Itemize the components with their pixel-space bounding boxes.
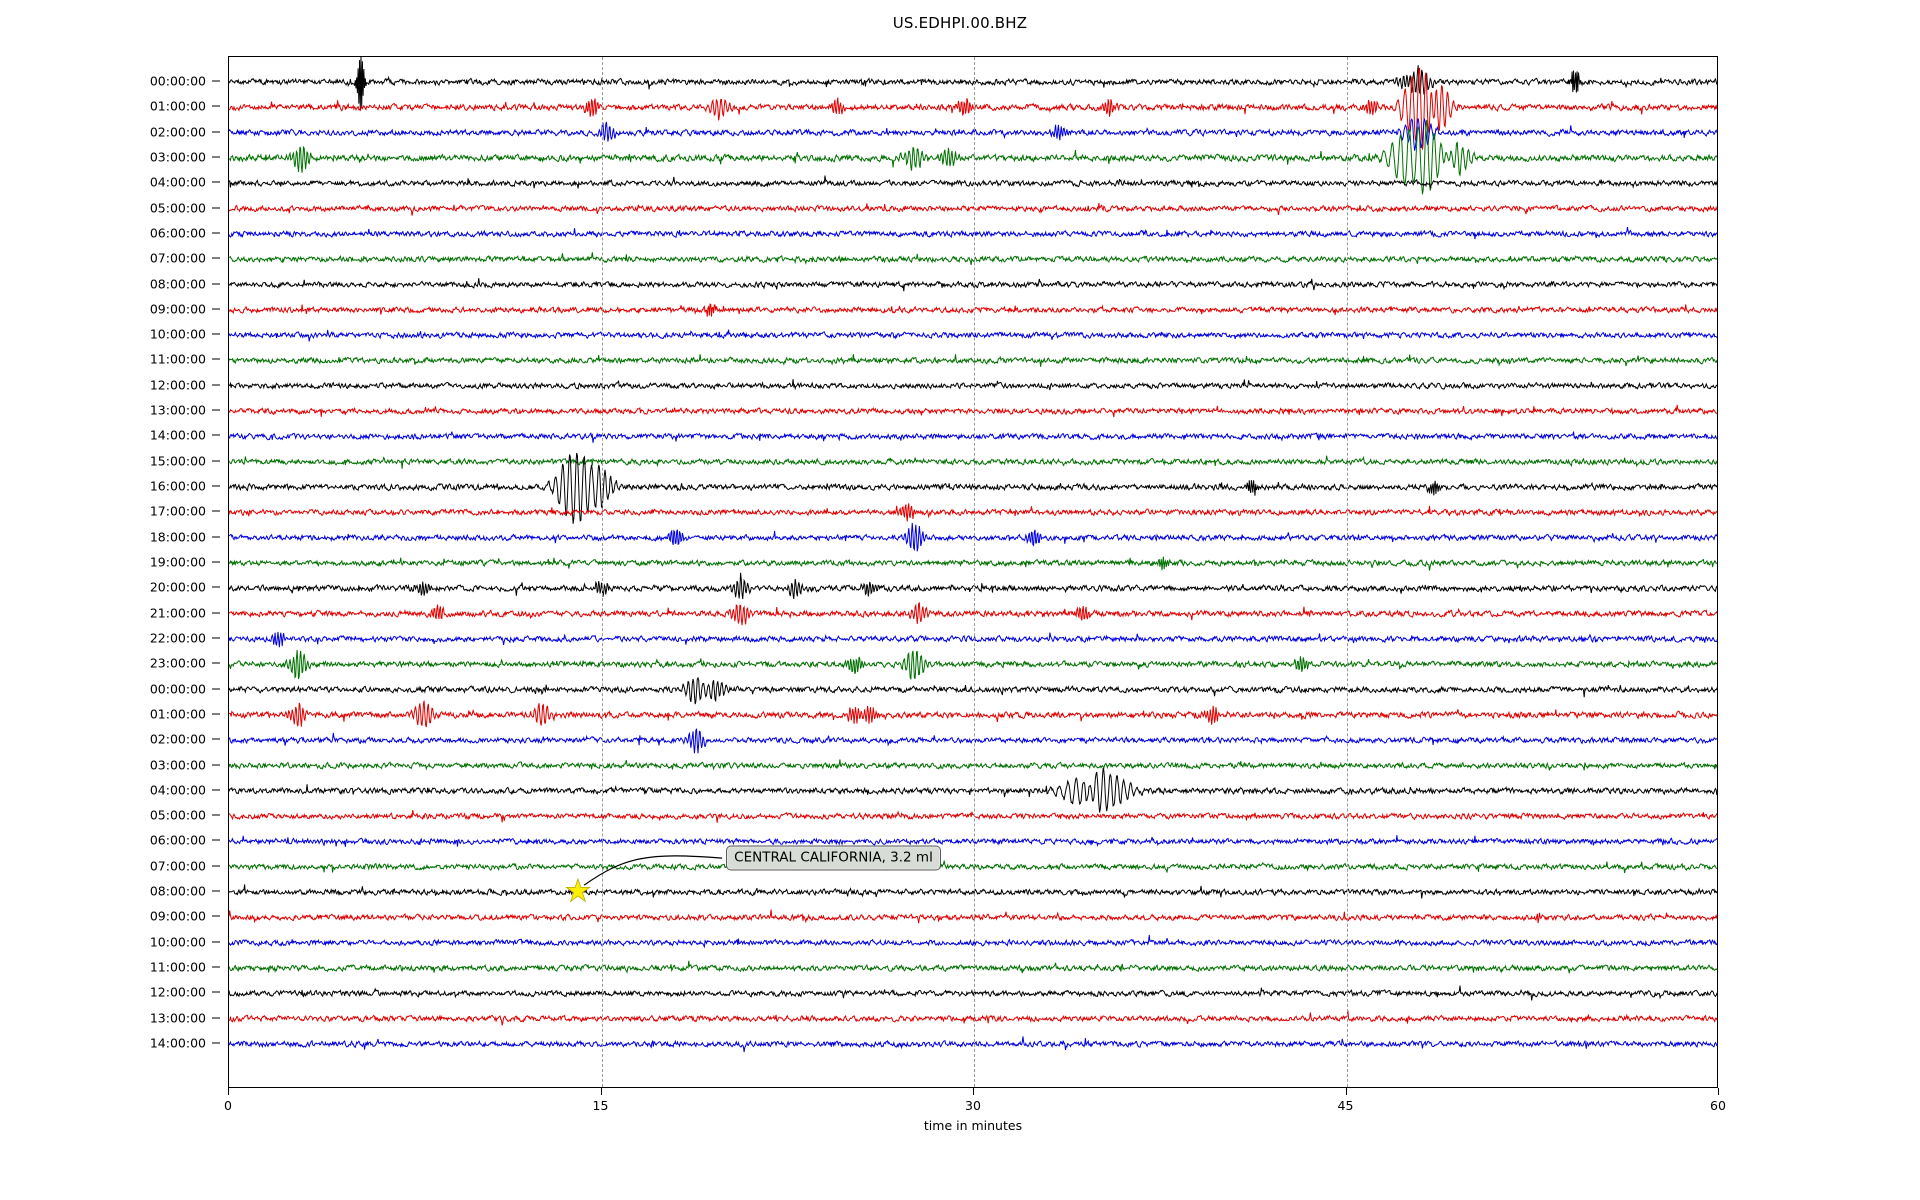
y-tick-mark [212,865,220,867]
y-tick-label: 01:00:00 [149,706,206,722]
y-tick-label: 01:00:00 [149,98,206,114]
y-tick-mark [212,688,220,690]
y-tick-label: 15:00:00 [149,453,206,469]
y-tick-label: 05:00:00 [149,807,206,823]
grid-line [601,57,603,1087]
y-tick-mark [212,434,220,436]
y-tick-mark [212,156,220,158]
y-tick-mark [212,358,220,360]
y-tick-mark [212,637,220,639]
y-tick-label: 19:00:00 [149,554,206,570]
y-tick-mark [212,460,220,462]
y-tick-mark [212,207,220,209]
y-tick-label: 14:00:00 [149,427,206,443]
y-tick-label: 00:00:00 [149,681,206,697]
y-tick-mark [212,257,220,259]
y-tick-label: 07:00:00 [149,250,206,266]
y-tick-mark [212,105,220,107]
y-tick-mark [212,991,220,993]
y-tick-mark [212,308,220,310]
y-tick-mark [212,1042,220,1044]
y-tick-mark [212,662,220,664]
y-tick-mark [212,561,220,563]
y-tick-label: 09:00:00 [149,908,206,924]
x-tick-mark [600,1088,602,1095]
event-annotation-label: CENTRAL CALIFORNIA, 3.2 ml [726,845,941,871]
x-axis-labels: 0 15 30 45 60 [224,1088,1726,1128]
x-tick-label: 0 [224,1098,232,1113]
x-tick-mark [228,1088,229,1095]
y-tick-label: 10:00:00 [149,934,206,950]
y-tick-label: 07:00:00 [149,858,206,874]
y-tick-label: 14:00:00 [149,1035,206,1051]
y-tick-label: 18:00:00 [149,529,206,545]
y-tick-mark [212,409,220,411]
x-tick-mark [1718,1088,1719,1095]
y-tick-mark [212,890,220,892]
y-tick-label: 10:00:00 [149,326,206,342]
plot-area [228,56,1718,1088]
y-tick-mark [212,915,220,917]
grid-line [1346,57,1348,1087]
y-tick-mark [212,713,220,715]
y-tick-mark [212,814,220,816]
y-tick-label: 00:00:00 [149,73,206,89]
y-tick-mark [212,738,220,740]
y-tick-mark [212,536,220,538]
y-tick-mark [212,586,220,588]
y-tick-label: 22:00:00 [149,630,206,646]
y-tick-mark [212,283,220,285]
y-tick-label: 08:00:00 [149,276,206,292]
y-tick-label: 11:00:00 [149,959,206,975]
y-axis-labels: 00:00:00 01:00:00 02:00:00 03:00:00 04:00:00… [0,56,228,1088]
y-tick-label: 08:00:00 [149,883,206,899]
y-tick-mark [212,384,220,386]
y-tick-label: 20:00:00 [149,579,206,595]
y-tick-mark [212,510,220,512]
y-tick-mark [212,232,220,234]
x-axis-title: time in minutes [923,1118,1023,1133]
y-tick-mark [212,789,220,791]
y-tick-label: 06:00:00 [149,832,206,848]
y-tick-label: 11:00:00 [149,351,206,367]
y-tick-label: 05:00:00 [149,200,206,216]
y-tick-label: 04:00:00 [149,782,206,798]
y-tick-mark [212,612,220,614]
x-tick-mark [973,1088,974,1095]
x-tick-label: 30 [965,1098,981,1113]
y-tick-label: 03:00:00 [149,757,206,773]
y-tick-mark [212,333,220,335]
y-tick-label: 03:00:00 [149,149,206,165]
x-tick-mark [1345,1088,1347,1095]
y-tick-mark [212,839,220,841]
y-tick-label: 09:00:00 [149,301,206,317]
y-tick-label: 02:00:00 [149,731,206,747]
y-tick-mark [212,485,220,487]
y-tick-label: 12:00:00 [149,984,206,1000]
page-title: US.EDHPI.00.BHZ [892,14,1028,32]
y-tick-label: 12:00:00 [149,377,206,393]
x-tick-label: 15 [592,1098,609,1113]
y-tick-mark [212,80,220,82]
y-tick-mark [212,131,220,133]
y-tick-mark [212,181,220,183]
y-tick-label: 21:00:00 [149,605,206,621]
grid-line [974,57,975,1087]
y-tick-label: 02:00:00 [149,124,206,140]
y-tick-mark [212,941,220,943]
y-tick-mark [212,764,220,766]
x-tick-label: 45 [1337,1098,1354,1113]
y-tick-mark [212,1017,220,1019]
y-tick-mark [212,966,220,968]
y-tick-label: 23:00:00 [149,655,206,671]
y-tick-label: 13:00:00 [149,1010,206,1026]
y-tick-label: 13:00:00 [149,402,206,418]
y-tick-label: 17:00:00 [149,503,206,519]
x-tick-label: 60 [1710,1098,1726,1113]
y-tick-label: 06:00:00 [149,225,206,241]
y-tick-label: 04:00:00 [149,174,206,190]
y-tick-label: 16:00:00 [149,478,206,494]
